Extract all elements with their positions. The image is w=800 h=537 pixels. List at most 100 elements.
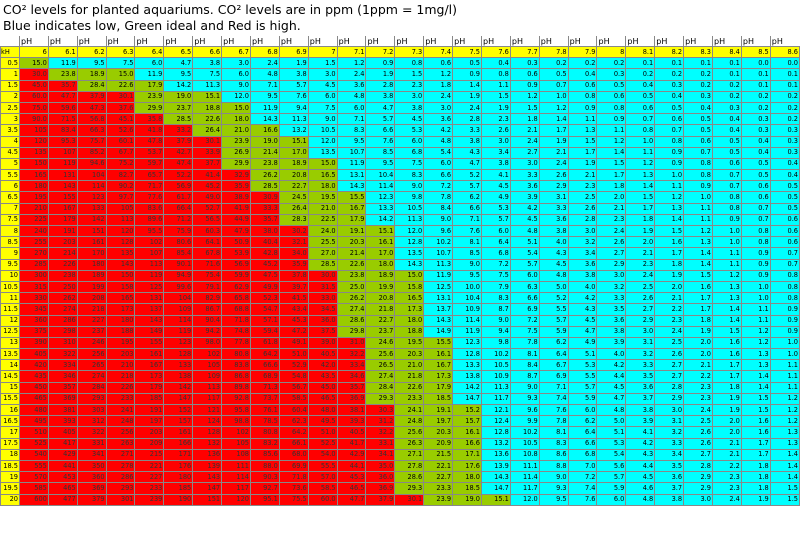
- co2-value-cell: 49.9: [249, 280, 280, 294]
- co2-value-cell: 233: [105, 392, 136, 406]
- co2-value-cell: 0.5: [740, 157, 771, 171]
- co2-value-cell: 0.6: [683, 135, 713, 148]
- co2-value-cell: 37.8: [278, 269, 309, 282]
- co2-value-cell: 71.3: [249, 381, 280, 394]
- co2-value-cell: 10.9: [480, 370, 511, 383]
- co2-value-cell: 11.4: [365, 180, 396, 193]
- ph-label: pH: [365, 36, 395, 47]
- co2-value-cell: 23.8: [336, 269, 367, 282]
- co2-value-cell: 5.4: [423, 146, 454, 159]
- co2-value-cell: 1.7: [740, 448, 771, 461]
- co2-value-cell: 82.9: [192, 292, 223, 305]
- co2-value-cell: 7.2: [480, 258, 511, 271]
- co2-value-cell: 0.2: [654, 68, 685, 81]
- co2-value-cell: 4.6: [625, 482, 656, 495]
- co2-value-cell: 21.0: [394, 359, 425, 372]
- co2-value-cell: 35.7: [336, 381, 367, 394]
- co2-value-cell: 90.0: [18, 113, 49, 126]
- co2-value-cell: 480: [18, 403, 49, 417]
- co2-value-cell: 0.2: [740, 101, 771, 115]
- co2-value-cell: 0.1: [711, 68, 742, 81]
- co2-value-cell: 2.1: [654, 292, 685, 305]
- co2-value-cell: 265: [76, 359, 107, 372]
- co2-value-cell: 15.0: [105, 68, 136, 81]
- co2-value-cell: 9.3: [509, 392, 540, 406]
- co2-value-cell: 0.5: [654, 101, 685, 115]
- co2-value-cell: 1.4: [711, 314, 742, 327]
- co2-value-cell: 4.2: [567, 292, 598, 305]
- co2-value-cell: 0.6: [740, 191, 771, 204]
- co2-value-cell: 26.9: [221, 146, 251, 159]
- co2-value-cell: 34.6: [336, 370, 367, 383]
- co2-value-cell: 19.9: [365, 280, 396, 294]
- co2-value-cell: 0.3: [509, 57, 540, 70]
- co2-value-cell: 1.3: [683, 236, 713, 249]
- co2-value-cell: 0.2: [625, 68, 656, 81]
- co2-value-cell: 0.6: [711, 157, 742, 171]
- co2-value-cell: 45.0: [307, 381, 338, 394]
- co2-value-cell: 12.0: [307, 135, 338, 148]
- co2-value-cell: 3.5: [596, 303, 627, 316]
- co2-value-cell: 2.4: [509, 135, 540, 148]
- co2-value-cell: 47.2: [278, 325, 309, 338]
- co2-value-cell: 32.9: [221, 169, 251, 182]
- co2-value-cell: 8.3: [538, 437, 569, 450]
- co2-value-cell: 44.1: [336, 459, 367, 473]
- kh-cell: 10: [0, 269, 20, 282]
- co2-value-cell: 105: [221, 437, 251, 450]
- co2-value-cell: 42.9: [336, 448, 367, 461]
- co2-value-cell: 13.1: [423, 292, 454, 305]
- co2-value-cell: 2.1: [596, 202, 627, 215]
- co2-value-cell: 199: [76, 280, 107, 294]
- co2-value-cell: 0.5: [740, 169, 771, 182]
- title-line-2: Blue indicates low, Green ideal and Red …: [3, 18, 301, 33]
- co2-value-cell: 9.3: [538, 482, 569, 495]
- co2-value-cell: 69.9: [278, 459, 309, 473]
- co2-value-cell: 2.6: [596, 236, 627, 249]
- co2-value-cell: 18.9: [278, 157, 309, 171]
- co2-value-cell: 13.5: [307, 146, 338, 159]
- co2-value-cell: 4.7: [596, 392, 627, 406]
- co2-value-cell: 9.0: [307, 113, 338, 126]
- co2-value-cell: 34.5: [307, 303, 338, 316]
- co2-value-cell: 133: [76, 202, 107, 215]
- co2-value-cell: 1.2: [654, 191, 685, 204]
- co2-value-cell: 9.0: [538, 471, 569, 484]
- table-row: 8 240 191 151 120 95.5 75.9 60.3 47.9 38.0 30.2 24.…: [0, 224, 800, 238]
- co2-value-cell: 4.1: [625, 426, 656, 439]
- co2-value-cell: 357: [47, 381, 78, 394]
- co2-value-cell: 4.8: [249, 68, 280, 81]
- co2-value-cell: 10.5: [509, 437, 540, 450]
- co2-value-cell: 0.9: [711, 213, 742, 227]
- co2-value-cell: 9.0: [452, 258, 482, 271]
- co2-value-cell: 0.9: [740, 258, 771, 271]
- co2-value-cell: 77.6: [134, 191, 165, 204]
- table-row: 13 390 310 246 195 155 123 98.0 77.8 61.8 49.1 39.0…: [0, 336, 800, 350]
- co2-value-cell: 10.5: [307, 124, 338, 137]
- co2-value-cell: 6.4: [480, 236, 511, 249]
- co2-value-cell: 17.9: [336, 213, 367, 227]
- co2-value-cell: 38.0: [249, 224, 280, 238]
- co2-value-cell: 0.8: [711, 191, 742, 204]
- co2-value-cell: 9.8: [480, 336, 511, 350]
- co2-value-cell: 90.4: [192, 314, 223, 327]
- co2-value-cell: 420: [18, 359, 49, 372]
- co2-value-cell: 6.3: [509, 280, 540, 294]
- co2-value-cell: 98.8: [221, 415, 251, 428]
- co2-value-cell: 32.2: [336, 348, 367, 361]
- co2-value-cell: 10.5: [394, 202, 425, 215]
- co2-value-cell: 7.1: [452, 213, 482, 227]
- co2-value-cell: 5.9: [596, 482, 627, 495]
- co2-value-cell: 0.3: [596, 68, 627, 81]
- co2-value-cell: 28.5: [249, 180, 280, 193]
- co2-value-cell: 16.1: [452, 426, 482, 439]
- co2-value-cell: 138: [163, 370, 194, 383]
- co2-value-cell: 57.0: [307, 471, 338, 484]
- co2-value-cell: 7.6: [538, 403, 569, 417]
- co2-value-cell: 189: [76, 269, 107, 282]
- ph-label: pH: [683, 36, 713, 47]
- co2-value-cell: 3.4: [567, 247, 598, 260]
- co2-value-cell: 24.8: [394, 415, 425, 428]
- co2-value-cell: 4.5: [625, 471, 656, 484]
- co2-value-cell: 20.8: [365, 292, 396, 305]
